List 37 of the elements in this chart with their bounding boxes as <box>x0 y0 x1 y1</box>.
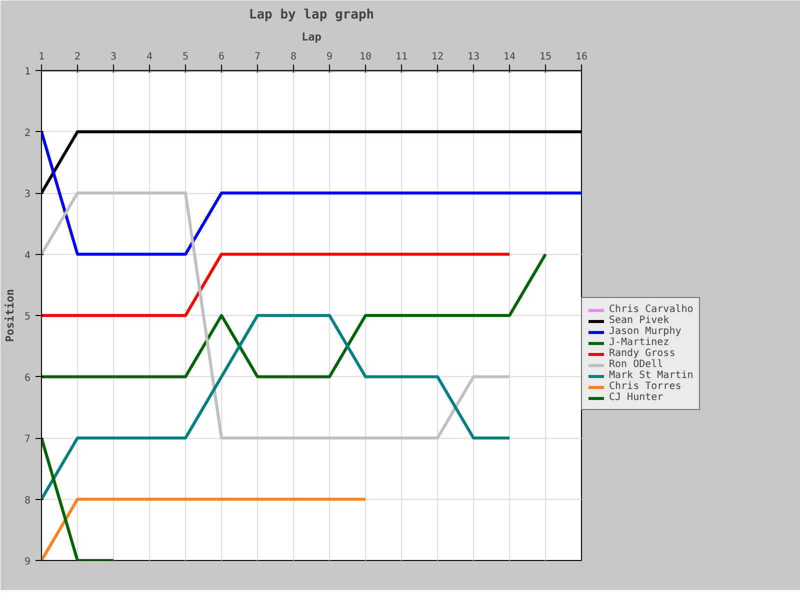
y-tick-label: 5 <box>24 312 31 322</box>
y-tick-label: 2 <box>24 128 31 139</box>
legend-label: Jason Murphy <box>609 326 682 337</box>
y-tick-label: 7 <box>24 434 31 445</box>
x-tick-label: 12 <box>431 52 444 62</box>
x-tick-label: 6 <box>218 52 225 62</box>
x-tick-label: 15 <box>539 52 552 62</box>
x-tick-label: 14 <box>503 52 516 62</box>
y-tick-label: 6 <box>24 372 31 384</box>
y-tick-label: 1 <box>24 66 31 78</box>
x-tick-label: 7 <box>254 52 261 62</box>
legend-label: J-Martinez <box>609 337 670 348</box>
x-tick-label: 8 <box>290 52 297 62</box>
chart-title: Lap by lap graph <box>248 8 374 22</box>
legend-label: Sean Pivek <box>609 315 670 326</box>
y-axis-title: Position <box>3 289 16 342</box>
x-tick-label: 10 <box>359 52 372 62</box>
y-tick-label: 9 <box>24 556 31 568</box>
legend-label: Randy Gross <box>609 348 676 359</box>
legend-label: Mark St Martin <box>609 370 694 381</box>
x-tick-label: 11 <box>395 52 408 62</box>
x-tick-label: 5 <box>182 52 189 62</box>
legend-label: Chris Torres <box>609 381 682 392</box>
y-tick-label: 8 <box>24 495 31 506</box>
x-tick-label: 1 <box>38 52 45 62</box>
y-tick-label: 3 <box>24 189 31 200</box>
legend-label: Ron ODell <box>609 359 664 370</box>
legend-label: CJ Hunter <box>609 392 664 403</box>
x-tick-label: 13 <box>467 52 480 62</box>
x-tick-label: 9 <box>326 52 333 62</box>
x-tick-label: 3 <box>110 52 117 62</box>
x-tick-label: 2 <box>74 52 81 62</box>
legend-label: Chris Carvalho <box>609 304 694 315</box>
x-axis-title: Lap <box>302 30 322 44</box>
x-tick-label: 4 <box>146 52 153 62</box>
x-tick-label: 16 <box>575 52 588 62</box>
y-tick-label: 4 <box>24 250 31 262</box>
